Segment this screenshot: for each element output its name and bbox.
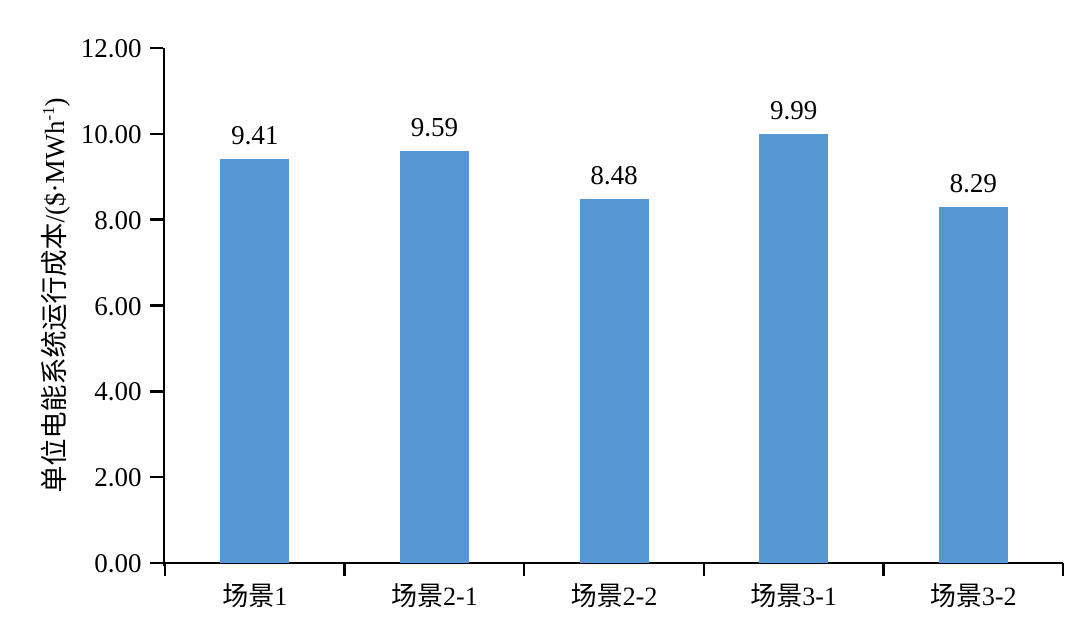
x-tick-label: 场景1	[222, 582, 288, 611]
x-tick-mark	[1061, 563, 1065, 576]
bar	[759, 134, 829, 563]
bar-value-label: 9.59	[410, 112, 459, 143]
x-tick-mark	[702, 563, 706, 576]
bar	[220, 159, 290, 563]
y-tick-label: 0.00	[94, 548, 142, 578]
x-tick-mark	[522, 563, 526, 576]
y-tick-mark	[149, 475, 163, 479]
bar	[399, 151, 469, 563]
x-tick-label: 场景3-2	[929, 582, 1017, 611]
y-tick-label: 2.00	[94, 462, 142, 493]
y-tick-mark	[149, 390, 163, 393]
x-axis-line	[162, 561, 1063, 565]
x-tick-mark	[343, 563, 346, 576]
bar-value-label: 8.29	[949, 168, 997, 199]
x-tick-label: 场景2-2	[570, 582, 658, 611]
y-tick-label: 6.00	[94, 290, 142, 321]
bar-value-label: 8.48	[590, 160, 638, 191]
y-tick-mark	[149, 218, 163, 221]
y-tick-label: 12.00	[80, 33, 142, 63]
bar-value-label: 9.41	[231, 120, 279, 151]
y-tick-mark	[149, 304, 163, 307]
y-tick-label: 8.00	[94, 204, 142, 235]
y-tick-mark	[149, 46, 163, 50]
bar-value-label: 9.99	[769, 95, 818, 126]
x-tick-label: 场景3-1	[750, 582, 837, 611]
bar	[579, 199, 649, 563]
y-tick-label: 10.00	[80, 118, 142, 149]
x-tick-mark	[163, 563, 167, 576]
bar	[938, 207, 1008, 563]
x-tick-mark	[882, 563, 885, 576]
y-tick-label: 4.00	[94, 376, 142, 407]
x-tick-label: 场景2-1	[391, 582, 478, 611]
y-axis-line	[162, 48, 165, 566]
y-tick-mark	[149, 561, 163, 565]
y-tick-mark	[149, 132, 163, 136]
